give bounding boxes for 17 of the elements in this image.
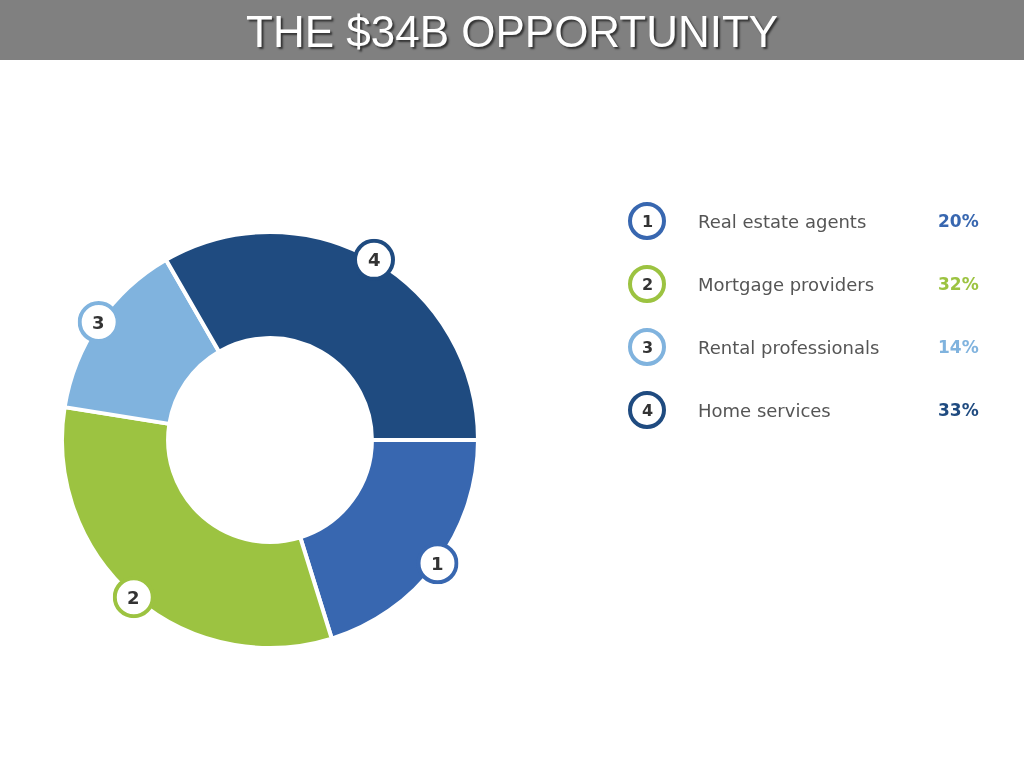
text: 1 — [431, 553, 444, 574]
data-label: 14% — [938, 337, 979, 357]
text: 1 — [642, 212, 654, 231]
chart-title: THE $34B OPPORTUNITY — [246, 7, 779, 56]
text: 4 — [642, 401, 654, 420]
data-label: 20% — [938, 211, 979, 231]
legend-label: Real estate agents — [698, 211, 867, 232]
data-label: 32% — [938, 274, 979, 294]
text: 4 — [368, 249, 381, 270]
legend-label: Rental professionals — [698, 337, 880, 358]
text: 3 — [92, 312, 105, 333]
text: 2 — [127, 587, 140, 608]
text: 3 — [642, 338, 654, 357]
legend-label: Home services — [698, 400, 831, 421]
legend-label: Mortgage providers — [698, 274, 875, 295]
data-label: 33% — [938, 400, 979, 420]
text: 2 — [642, 275, 654, 294]
